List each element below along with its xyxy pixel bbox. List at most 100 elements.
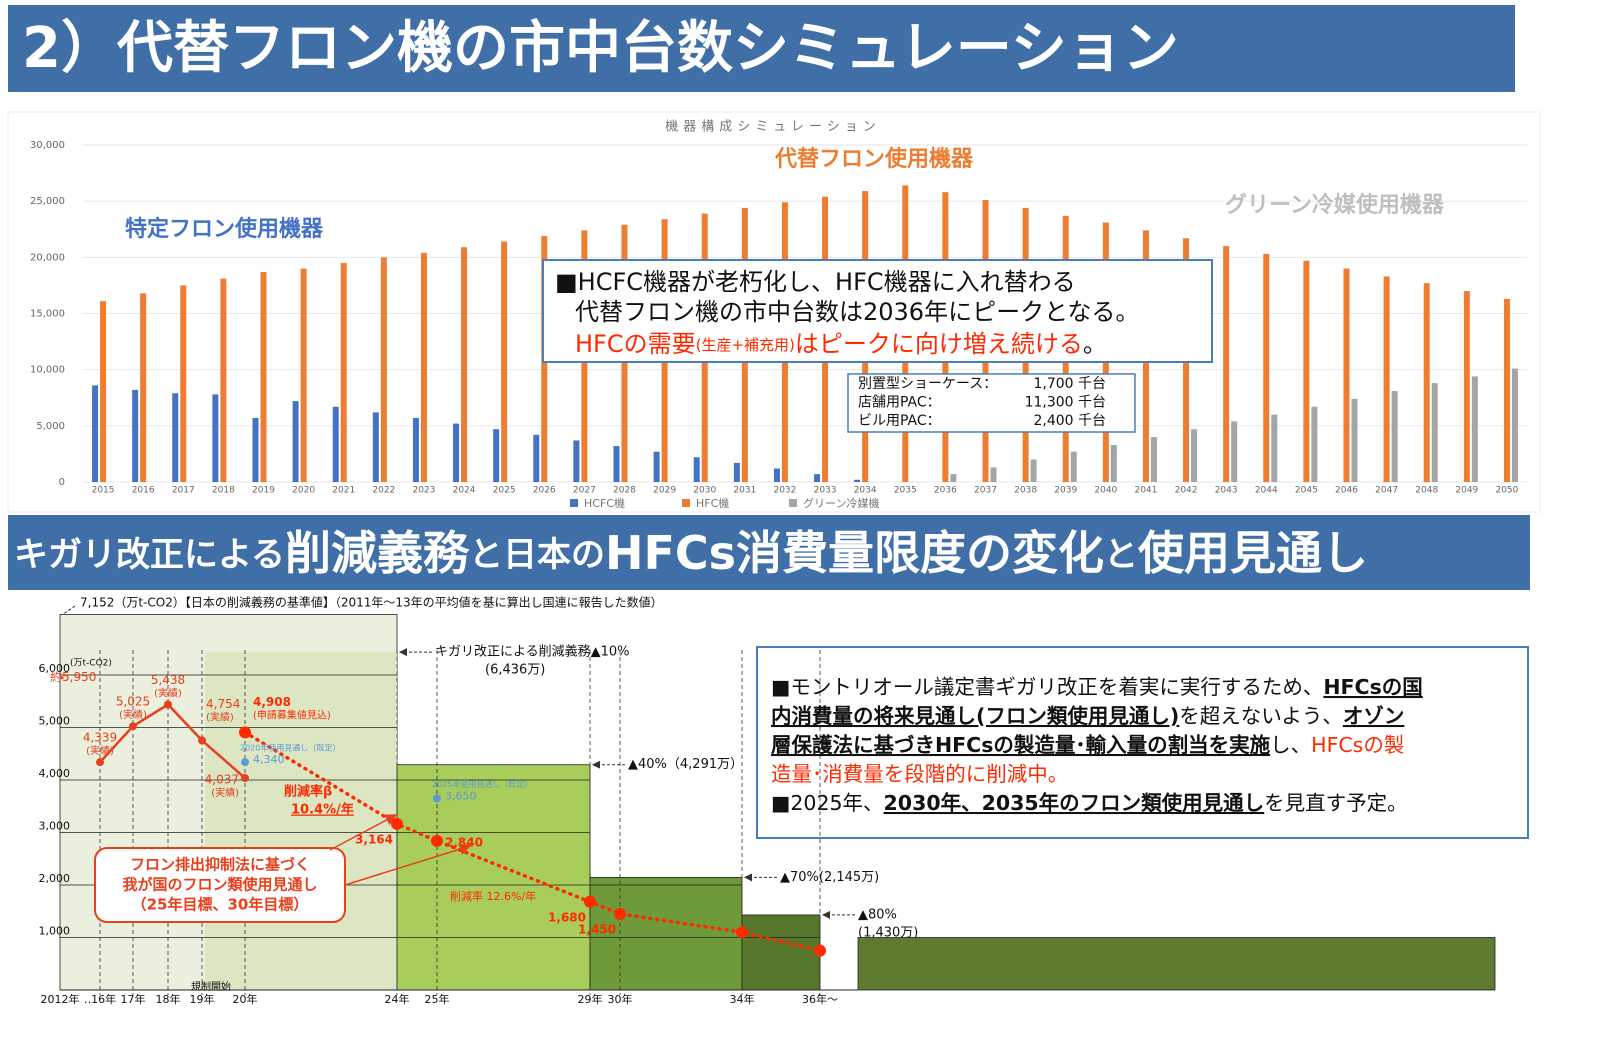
callout-box [542, 259, 1213, 363]
legend-swatch [789, 499, 797, 507]
bar [773, 468, 780, 482]
info-line: 層保護法に基づきHFCsの製造量･輸入量の割当を実施し、HFCsの製 [771, 733, 1404, 757]
value-label: 5,025 [116, 695, 150, 709]
callout-part: ■HCFC機器が老朽化し、HFC機器に入れ替わる [555, 268, 1076, 296]
callout-part: (生産+補充用) [696, 336, 795, 354]
series-point [241, 758, 249, 767]
series-point [814, 944, 826, 957]
info-line: ■モントリオール議定書ギガリ改正を着実に実行するため、HFCsの国 [771, 675, 1423, 699]
x-tick-label: 2049 [1455, 486, 1478, 496]
legend-label: HCFC機 [584, 496, 625, 510]
y-tick-label: 2,000 [39, 872, 71, 885]
info-part: 造量･消費量を段階的に削減中。 [771, 762, 1068, 786]
bar [1223, 246, 1230, 482]
law-callout-line: （25年目標、30年目標） [132, 896, 309, 914]
x-tick-label: 17年 [121, 992, 146, 1006]
y-tick-label: 5,000 [39, 715, 71, 728]
bar [1231, 421, 1238, 482]
callout-arrow [329, 814, 398, 851]
bar [1191, 429, 1198, 482]
bar [1271, 414, 1278, 482]
section-title-part: と日本の [469, 535, 605, 575]
bar [1150, 437, 1157, 482]
x-tick-label: 2018 [212, 486, 235, 496]
x-tick-label: 2020 [292, 486, 315, 496]
info-part: ■2025年、 [771, 791, 884, 815]
series-point [164, 700, 172, 709]
value-note: (実績) [206, 710, 234, 723]
bar [1030, 459, 1037, 482]
bar [1263, 253, 1270, 482]
y-unit: (万t-CO2) [70, 659, 112, 669]
x-tick-label: 2047 [1375, 486, 1398, 496]
x-tick-label: 2036 [934, 486, 957, 496]
value-note: (実績) [154, 687, 182, 700]
y-tick-label: 6,000 [39, 662, 71, 675]
limit-step [857, 937, 1496, 991]
section-band [8, 515, 1530, 590]
x-tick-label: 2027 [573, 486, 596, 496]
value-label: 5,438 [151, 673, 185, 687]
x-tick-label: 2039 [1054, 486, 1077, 496]
value-label: 4,037 [205, 773, 239, 787]
x-tick-label: 2026 [533, 486, 556, 496]
point-label: 約5,950 [50, 669, 96, 684]
bar [1431, 383, 1438, 482]
bar [1383, 276, 1390, 482]
callout-part: HFCの需要 [575, 330, 696, 358]
x-tick-label: 2025 [493, 486, 516, 496]
x-tick-label: 2046 [1335, 486, 1358, 496]
info-part: HFCsの国 [1323, 675, 1422, 699]
step-label: (1,430万) [858, 925, 918, 940]
info-part: 層保護法に基づきHFCsの製造量･輸入量の割当を実施 [771, 733, 1271, 757]
bar [1463, 291, 1470, 482]
info-part: ■モントリオール議定書ギガリ改正を着実に実行するため、 [771, 675, 1323, 699]
bar [420, 252, 427, 482]
value-label: 4,339 [83, 731, 117, 745]
x-tick-label: 2024 [453, 486, 476, 496]
value-note: (実績) [119, 708, 147, 721]
y-tick-label: 4,000 [39, 767, 71, 780]
bar [1511, 368, 1518, 482]
rate-label: 削減率β [284, 784, 332, 800]
x-tick-label: 2034 [854, 486, 877, 496]
callout-line: HFCの需要(生産+補充用)はピークに向け増え続ける。 [575, 330, 1107, 358]
callout-part: はピークに向け増え続ける [795, 330, 1083, 358]
x-tick-label: 2050 [1495, 486, 1518, 496]
y-tick-label: 3,000 [39, 820, 71, 833]
x-tick-label: ‥16年 [84, 992, 116, 1006]
spec-table-box [847, 373, 1136, 433]
bar [92, 385, 99, 482]
limit-step [741, 914, 821, 991]
rate-label-2: 削減率 12.6%/年 [450, 889, 536, 903]
section-title-part: 削減義務 [285, 526, 470, 580]
x-tick-label: 2017 [172, 486, 195, 496]
x-tick-label: 2040 [1094, 486, 1117, 496]
bar [493, 429, 500, 482]
callout-part: 代替フロン機の市中台数は2036年にピークとなる。 [575, 298, 1139, 326]
bar [332, 406, 339, 482]
value-label: 4,908 [253, 695, 291, 709]
bar [533, 434, 540, 482]
point-marker [60, 676, 64, 680]
spec-value: 11,300 千台 [1025, 395, 1106, 411]
x-tick-label: 2029 [653, 486, 676, 496]
series-point [96, 758, 104, 767]
value-label: 4,754 [206, 697, 240, 711]
limit-step [396, 764, 591, 991]
bar [854, 479, 861, 482]
info-line: 造量･消費量を段階的に削減中。 [771, 762, 1068, 786]
x-tick-label: 2012年 [41, 992, 80, 1006]
value-label: 1,450 [578, 922, 616, 936]
value-label: 4,340 [253, 753, 285, 766]
value-note: 2020年使用見通し（既定） [240, 743, 340, 753]
x-tick-label: 20年 [233, 992, 258, 1006]
y-tick-label: 20,000 [30, 252, 65, 263]
legend-swatch [682, 499, 690, 507]
callout-part: 。 [1083, 330, 1107, 358]
y-tick-label: 0 [59, 477, 65, 488]
series-point [431, 834, 443, 847]
law-callout-line: 我が国のフロン類使用見通し [122, 876, 317, 894]
